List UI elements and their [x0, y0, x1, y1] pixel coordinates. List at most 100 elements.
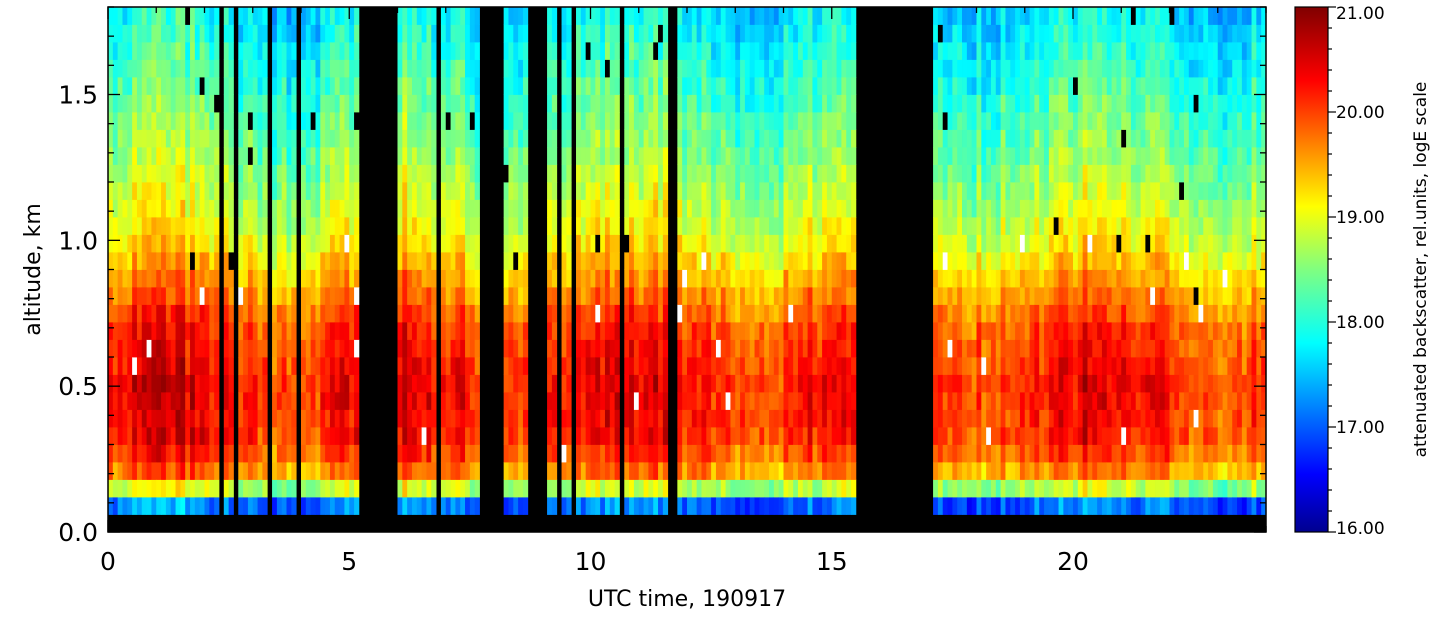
heatmap-cell	[440, 269, 447, 288]
heatmap-cell	[209, 462, 215, 480]
heatmap-cell	[687, 409, 693, 428]
heatmap-cell	[986, 7, 992, 25]
heatmap-cell	[1019, 427, 1026, 445]
heatmap-cell	[1135, 7, 1141, 25]
heatmap-cell	[648, 462, 654, 480]
heatmap-cell	[262, 182, 268, 200]
heatmap-cell	[247, 497, 254, 515]
heatmap-cell	[696, 497, 702, 515]
heatmap-cell	[310, 24, 316, 43]
heatmap-cell	[1135, 392, 1141, 410]
heatmap-cell	[522, 24, 529, 43]
heatmap-cell	[957, 182, 963, 200]
heatmap-cell	[995, 7, 1002, 25]
heatmap-cell	[658, 24, 664, 43]
heatmap-cell	[942, 427, 948, 445]
heatmap-cell	[957, 287, 963, 305]
heatmap-cell	[185, 112, 191, 130]
heatmap-cell	[1106, 217, 1113, 235]
heatmap-cell	[305, 77, 312, 95]
heatmap-cell	[185, 147, 191, 165]
heatmap-cell	[1010, 322, 1016, 340]
heatmap-cell	[165, 217, 172, 235]
heatmap-cell	[1019, 199, 1026, 218]
heatmap-cell	[812, 77, 818, 95]
heatmap-cell	[1044, 479, 1050, 498]
heatmap-cell	[576, 409, 582, 428]
heatmap-cell	[576, 77, 582, 95]
heatmap-cell	[513, 479, 519, 498]
heatmap-cell	[687, 129, 693, 148]
heatmap-cell	[990, 129, 997, 148]
heatmap-cell	[262, 112, 268, 130]
heatmap-cell	[937, 147, 944, 165]
heatmap-cell	[1044, 77, 1050, 95]
heatmap-cell	[180, 304, 186, 323]
heatmap-cell	[354, 357, 360, 375]
heatmap-cell	[1073, 252, 1079, 270]
heatmap-cell	[1111, 374, 1117, 393]
heatmap-cell	[773, 112, 780, 130]
heatmap-cell	[411, 59, 418, 78]
heatmap-cell	[465, 217, 471, 235]
heatmap-cell	[1116, 479, 1122, 498]
heatmap-cell	[691, 374, 698, 393]
heatmap-cell	[214, 234, 220, 253]
heatmap-cell	[108, 77, 114, 95]
heatmap-cell	[1039, 77, 1045, 95]
heatmap-cell	[614, 479, 620, 498]
heatmap-cell	[696, 322, 702, 340]
heatmap-cell	[643, 77, 649, 95]
heatmap-cell	[349, 182, 355, 200]
heatmap-cell	[136, 234, 143, 253]
heatmap-cell	[653, 374, 659, 393]
heatmap-cell	[759, 357, 765, 375]
heatmap-cell	[276, 497, 283, 515]
heatmap-cell	[1048, 7, 1055, 25]
heatmap-cell	[214, 444, 220, 463]
heatmap-cell	[966, 409, 973, 428]
heatmap-cell	[450, 147, 456, 165]
heatmap-cell	[1029, 374, 1035, 393]
heatmap-cell	[701, 357, 707, 375]
heatmap-cell	[662, 94, 669, 113]
heatmap-cell	[547, 42, 553, 60]
heatmap-cell	[769, 164, 775, 183]
heatmap-cell	[1126, 479, 1132, 498]
heatmap-cell	[445, 129, 451, 148]
heatmap-cell	[740, 357, 746, 375]
heatmap-cell	[141, 357, 147, 375]
heatmap-cell	[604, 24, 611, 43]
heatmap-cell	[1034, 164, 1040, 183]
heatmap-cell	[551, 182, 558, 200]
heatmap-cell	[585, 392, 591, 410]
heatmap-cell	[1111, 182, 1117, 200]
heatmap-cell	[1005, 59, 1011, 78]
heatmap-cell	[522, 182, 529, 200]
heatmap-cell	[981, 234, 987, 253]
heatmap-cell	[976, 147, 982, 165]
heatmap-cell	[132, 287, 138, 305]
heatmap-cell	[165, 147, 172, 165]
heatmap-cell	[522, 462, 529, 480]
heatmap-cell	[1019, 59, 1026, 78]
heatmap-cell	[1053, 94, 1059, 113]
heatmap-cell	[1101, 409, 1108, 428]
heatmap-cell	[305, 409, 312, 428]
heatmap-cell	[995, 24, 1002, 43]
heatmap-cell	[209, 409, 215, 428]
heatmap-cell	[658, 444, 664, 463]
heatmap-cell	[629, 252, 635, 270]
heatmap-cell	[662, 339, 669, 358]
heatmap-cell	[1024, 392, 1030, 410]
heatmap-cell	[971, 42, 977, 60]
heatmap-cell	[1034, 112, 1040, 130]
heatmap-cell	[1116, 129, 1122, 148]
heatmap-cell	[952, 7, 958, 25]
heatmap-cell	[826, 304, 833, 323]
heatmap-cell	[551, 374, 558, 393]
heatmap-cell	[744, 147, 751, 165]
heatmap-cell	[614, 339, 620, 358]
heatmap-cell	[1029, 479, 1035, 498]
heatmap-cell	[990, 252, 997, 270]
